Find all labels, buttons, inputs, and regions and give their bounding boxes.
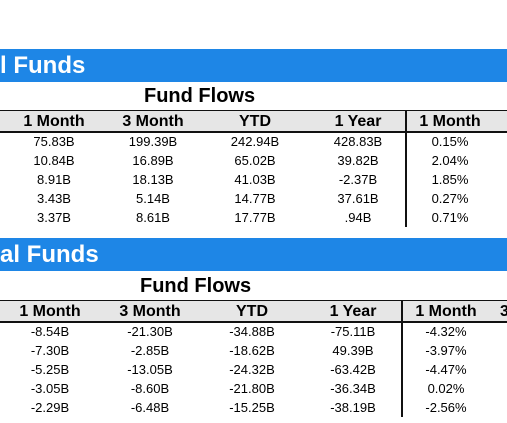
flow-1-year: 428.83B xyxy=(333,134,383,149)
return-1-month: 0.15% xyxy=(431,134,469,149)
flow-ytd: -21.80B xyxy=(229,381,275,396)
flow-1-year: 37.61B xyxy=(337,191,379,206)
flow-ytd: -24.32B xyxy=(229,362,275,377)
flow-1-year: -63.42B xyxy=(330,362,376,377)
flow-1-year: -2.37B xyxy=(338,172,378,187)
column-header-row: 1 Month 3 Month YTD 1 Year 1 Month xyxy=(0,110,507,133)
table-row: 8.91B 18.13B 41.03B -2.37B 1.85% xyxy=(0,170,507,189)
fund-flows-title: Fund Flows xyxy=(144,85,256,107)
flow-1-year: -36.34B xyxy=(330,381,376,396)
col-header-3-month: 3 Month xyxy=(119,303,181,320)
flow-ytd: 65.02B xyxy=(234,153,276,168)
table-row: 3.37B 8.61B 17.77B .94B 0.71% xyxy=(0,208,507,227)
table-row: 10.84B 16.89B 65.02B 39.82B 2.04% xyxy=(0,151,507,170)
flow-1-month: -7.30B xyxy=(30,343,70,358)
flow-3-month: -6.48B xyxy=(130,400,170,415)
table-row: -8.54B -21.30B -34.88B -75.11B -4.32% xyxy=(0,322,507,341)
return-1-month: 0.27% xyxy=(431,191,469,206)
flow-ytd: -34.88B xyxy=(229,324,275,339)
flow-3-month: -2.85B xyxy=(130,343,170,358)
col-header-3-month: 3 Month xyxy=(122,113,184,130)
flow-3-month: -8.60B xyxy=(130,381,170,396)
flow-1-year: -38.19B xyxy=(330,400,376,415)
flow-1-month: -5.25B xyxy=(30,362,70,377)
return-1-month: 0.02% xyxy=(427,381,465,396)
column-header-row: 1 Month 3 Month YTD 1 Year 1 Month 3 xyxy=(0,300,507,323)
col-header-1-month: 1 Month xyxy=(19,303,81,320)
flow-3-month: -21.30B xyxy=(127,324,173,339)
flow-ytd: -15.25B xyxy=(229,400,275,415)
flow-3-month: 199.39B xyxy=(128,134,178,149)
flow-1-month: 75.83B xyxy=(33,134,75,149)
col-header-1-year: 1 Year xyxy=(334,113,382,130)
fund-flows-title: Fund Flows xyxy=(140,275,252,297)
flow-ytd: 242.94B xyxy=(230,134,280,149)
col-header-return-3-month: 3 xyxy=(500,303,507,320)
flow-1-year: 39.82B xyxy=(337,153,379,168)
return-1-month: 0.71% xyxy=(431,210,469,225)
flow-1-month: 3.37B xyxy=(37,210,71,225)
flow-1-month: -2.29B xyxy=(30,400,70,415)
table-row: -5.25B -13.05B -24.32B -63.42B -4.47% xyxy=(0,360,507,379)
return-1-month: -3.97% xyxy=(425,343,467,358)
col-header-ytd: YTD xyxy=(239,113,271,130)
flow-3-month: 18.13B xyxy=(132,172,174,187)
return-1-month: -4.32% xyxy=(425,324,467,339)
col-header-return-1-month: 1 Month xyxy=(419,113,481,130)
return-1-month: 1.85% xyxy=(431,172,469,187)
flow-1-month: -3.05B xyxy=(30,381,70,396)
section-title: al Funds xyxy=(0,241,99,268)
column-divider xyxy=(401,300,403,417)
return-1-month: -2.56% xyxy=(425,400,467,415)
flow-ytd: 14.77B xyxy=(234,191,276,206)
flow-1-year: 49.39B xyxy=(332,343,374,358)
section-banner: l Funds xyxy=(0,49,507,82)
section-banner: al Funds xyxy=(0,238,507,271)
flow-3-month: 5.14B xyxy=(136,191,170,206)
col-header-ytd: YTD xyxy=(236,303,268,320)
flow-1-month: 3.43B xyxy=(37,191,71,206)
flow-1-month: 8.91B xyxy=(37,172,71,187)
col-header-1-year: 1 Year xyxy=(329,303,377,320)
flow-1-month: 10.84B xyxy=(33,153,75,168)
table-row: 75.83B 199.39B 242.94B 428.83B 0.15% xyxy=(0,132,507,151)
return-1-month: -4.47% xyxy=(425,362,467,377)
section-title: l Funds xyxy=(0,52,86,79)
flow-ytd: -18.62B xyxy=(229,343,275,358)
flow-3-month: -13.05B xyxy=(127,362,173,377)
flow-3-month: 16.89B xyxy=(132,153,174,168)
flow-ytd: 17.77B xyxy=(234,210,276,225)
flow-1-year: -75.11B xyxy=(330,324,376,339)
col-header-1-month: 1 Month xyxy=(23,113,85,130)
flow-1-month: -8.54B xyxy=(30,324,70,339)
table-row: -2.29B -6.48B -15.25B -38.19B -2.56% xyxy=(0,398,507,417)
flow-3-month: 8.61B xyxy=(136,210,170,225)
col-header-return-1-month: 1 Month xyxy=(415,303,477,320)
table-row: -7.30B -2.85B -18.62B 49.39B -3.97% xyxy=(0,341,507,360)
flow-ytd: 41.03B xyxy=(234,172,276,187)
table-row: -3.05B -8.60B -21.80B -36.34B 0.02% xyxy=(0,379,507,398)
column-divider xyxy=(405,110,407,227)
col-header-return-3-month xyxy=(497,111,507,131)
flow-1-year: .94B xyxy=(344,210,372,225)
table-row: 3.43B 5.14B 14.77B 37.61B 0.27% xyxy=(0,189,507,208)
return-1-month: 2.04% xyxy=(431,153,469,168)
